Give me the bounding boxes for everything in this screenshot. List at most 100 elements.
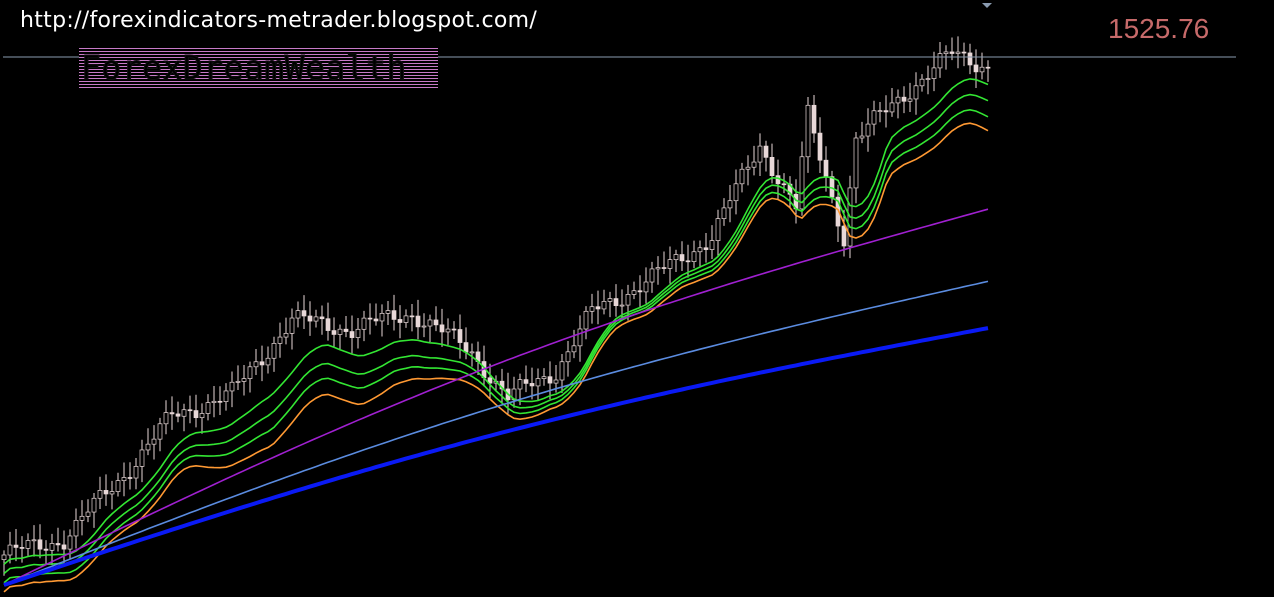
chart-shift-marker-icon bbox=[982, 3, 992, 8]
candle-body bbox=[247, 366, 253, 379]
candle-body bbox=[457, 329, 463, 343]
candle-body bbox=[385, 310, 391, 314]
moving-average-lines bbox=[3, 78, 989, 593]
candle-body bbox=[943, 51, 949, 54]
candle-body bbox=[679, 254, 685, 262]
candle-body bbox=[535, 378, 541, 387]
candle-body bbox=[259, 361, 265, 366]
candle-body bbox=[7, 544, 13, 556]
candle-body bbox=[289, 317, 295, 334]
candle-body bbox=[655, 267, 661, 270]
candle-body bbox=[955, 51, 961, 54]
candle-body bbox=[721, 207, 727, 219]
candle-body bbox=[193, 410, 199, 419]
candle-body bbox=[919, 78, 925, 87]
candle-body bbox=[451, 328, 457, 331]
candle-body bbox=[403, 315, 409, 323]
candle-body bbox=[367, 317, 373, 320]
candle-body bbox=[421, 325, 427, 328]
candle-body bbox=[877, 110, 883, 112]
forex-dream-wealth-logo: ForexDreamWealth bbox=[79, 48, 438, 88]
candle-body bbox=[841, 225, 847, 247]
candle-body bbox=[661, 267, 667, 269]
candle-body bbox=[175, 413, 181, 417]
candle-body bbox=[853, 137, 859, 189]
candle-body bbox=[901, 96, 907, 102]
candle-body bbox=[931, 67, 937, 79]
candle-body bbox=[949, 51, 955, 54]
candle-body bbox=[553, 379, 559, 384]
candle-body bbox=[859, 135, 865, 139]
candle-body bbox=[745, 166, 751, 170]
candle-body bbox=[871, 110, 877, 125]
candle-body bbox=[1, 554, 7, 560]
candle-body bbox=[775, 175, 781, 185]
candle-body bbox=[271, 343, 277, 359]
candle-body bbox=[631, 290, 637, 295]
candle-body bbox=[355, 328, 361, 338]
candle-body bbox=[157, 423, 163, 440]
candle-body bbox=[343, 328, 349, 332]
candle-body bbox=[379, 313, 385, 322]
candle-body bbox=[373, 318, 379, 322]
candle-body bbox=[829, 176, 835, 198]
candle-body bbox=[547, 376, 553, 384]
candle-body bbox=[397, 319, 403, 323]
candle-body bbox=[37, 539, 43, 550]
candle-body bbox=[973, 64, 979, 73]
candle-body bbox=[253, 361, 259, 368]
candle-body bbox=[709, 240, 715, 250]
candle-body bbox=[751, 161, 757, 168]
candle-body bbox=[331, 330, 337, 335]
candle-body bbox=[265, 357, 271, 366]
candle-body bbox=[313, 316, 319, 322]
moving-average-line-2 bbox=[3, 93, 989, 575]
candle-body bbox=[571, 345, 577, 353]
candle-body bbox=[337, 328, 343, 335]
candle-body bbox=[19, 547, 25, 549]
candle-body bbox=[97, 490, 103, 499]
candle-body bbox=[577, 328, 583, 347]
candle-body bbox=[517, 379, 523, 390]
candle-body bbox=[769, 156, 775, 176]
candle-body bbox=[295, 310, 301, 319]
candle-body bbox=[823, 159, 829, 177]
candle-body bbox=[187, 409, 193, 412]
candle-body bbox=[229, 381, 235, 392]
candle-body bbox=[817, 132, 823, 161]
candle-body bbox=[583, 310, 589, 330]
candle-body bbox=[133, 466, 139, 479]
candle-body bbox=[67, 535, 73, 550]
candle-body bbox=[649, 268, 655, 283]
candle-body bbox=[235, 381, 241, 383]
candle-body bbox=[205, 402, 211, 414]
candle-body bbox=[733, 183, 739, 202]
candle-body bbox=[31, 539, 37, 542]
candle-body bbox=[781, 183, 787, 186]
candle-body bbox=[835, 196, 841, 227]
candle-body bbox=[565, 351, 571, 363]
candle-body bbox=[277, 336, 283, 344]
candle-body bbox=[181, 409, 187, 417]
candlestick-series bbox=[1, 36, 991, 576]
candle-body bbox=[673, 254, 679, 260]
candle-body bbox=[607, 298, 613, 302]
candle-body bbox=[415, 315, 421, 328]
candle-body bbox=[811, 104, 817, 134]
candle-body bbox=[391, 310, 397, 320]
candle-body bbox=[541, 376, 547, 379]
moving-average-line-5 bbox=[3, 208, 989, 586]
candle-body bbox=[463, 342, 469, 353]
candle-body bbox=[427, 319, 433, 327]
candle-body bbox=[121, 477, 127, 481]
candle-body bbox=[979, 66, 985, 73]
candle-body bbox=[469, 351, 475, 354]
candle-body bbox=[961, 51, 967, 54]
candle-body bbox=[685, 260, 691, 263]
candle-body bbox=[439, 324, 445, 333]
candle-body bbox=[715, 218, 721, 241]
candle-body bbox=[889, 102, 895, 113]
candle-body bbox=[637, 290, 643, 293]
candle-body bbox=[529, 383, 535, 387]
candle-body bbox=[763, 145, 769, 158]
